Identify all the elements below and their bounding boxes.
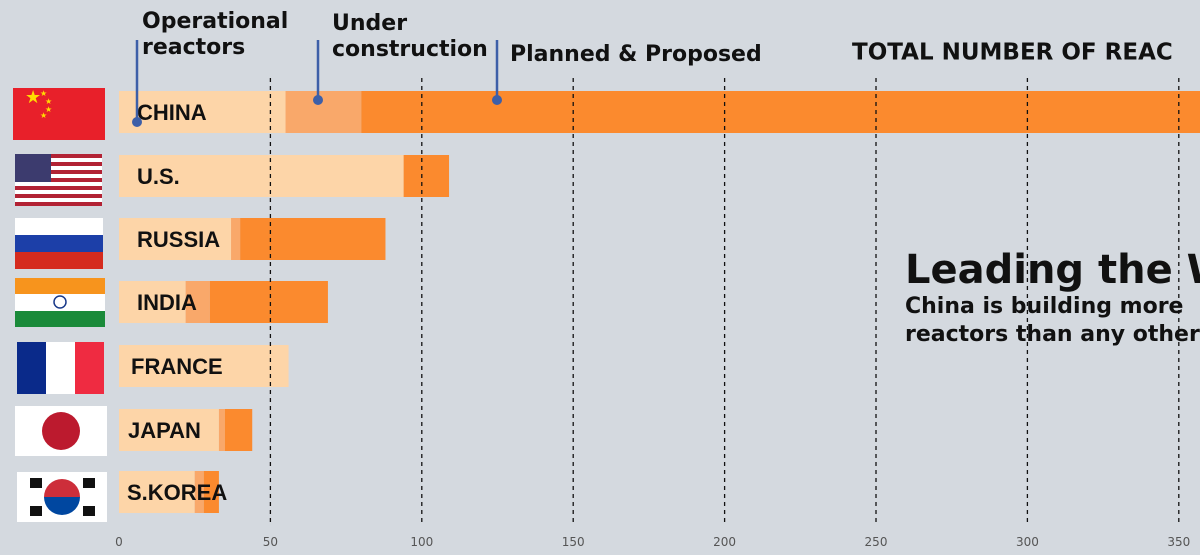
legend-label: Under construction	[332, 11, 488, 62]
x-tick-label: 0	[115, 535, 123, 549]
bar-segment	[224, 409, 253, 451]
bar-segment	[403, 155, 450, 197]
legend-dot	[132, 117, 142, 127]
category-label: RUSSIA	[137, 227, 220, 252]
grid	[269, 78, 1180, 525]
legend-label: Planned & Proposed	[510, 42, 762, 67]
svg-text:★: ★	[25, 87, 41, 108]
bar-segment	[185, 281, 210, 323]
bar-segment	[119, 471, 195, 513]
flag-india	[15, 278, 105, 327]
bar-segment	[218, 409, 225, 451]
category-label: JAPAN	[128, 418, 201, 443]
x-tick-label: 300	[1016, 535, 1039, 549]
x-tick-label: 150	[562, 535, 585, 549]
category-label: S.KOREA	[127, 480, 227, 505]
x-tick-label: 200	[713, 535, 736, 549]
bar-segment	[203, 471, 219, 513]
category-label: INDIA	[137, 290, 197, 315]
bar-segment	[240, 218, 386, 260]
legend-dot	[313, 95, 323, 105]
bar-segment	[119, 409, 219, 451]
bars	[119, 91, 1200, 513]
bar-segment	[119, 91, 286, 133]
bar-segment	[361, 91, 1200, 133]
category-label: CHINA	[137, 100, 207, 125]
legend-dot	[492, 95, 502, 105]
x-tick-label: 350	[1167, 535, 1190, 549]
flag-russia	[15, 218, 103, 269]
x-tick-label: 50	[263, 535, 278, 549]
x-tick-label: 100	[410, 535, 433, 549]
annotation-line: China is building more	[905, 294, 1183, 319]
flag-japan	[15, 406, 107, 456]
bar-segment	[119, 218, 232, 260]
category-label: FRANCE	[131, 354, 223, 379]
svg-text:★: ★	[45, 105, 52, 114]
flag-us	[15, 154, 102, 206]
bar-segment	[231, 218, 241, 260]
annotation-title: Leading the W	[905, 247, 1200, 293]
svg-text:★: ★	[40, 111, 47, 120]
flag-korea	[17, 472, 107, 522]
bar-segment	[119, 155, 404, 197]
bar-segment	[119, 281, 186, 323]
flag-china: ★★★★★	[13, 87, 105, 140]
bar-segment	[285, 91, 362, 133]
x-tick-label: 250	[865, 535, 888, 549]
svg-text:★: ★	[40, 89, 47, 98]
flags: ★★★★★	[13, 87, 107, 522]
annotation-line: reactors than any other	[905, 322, 1200, 347]
bar-segment	[119, 345, 289, 387]
bar-segment	[209, 281, 328, 323]
flag-france	[17, 342, 104, 394]
chart-title: TOTAL NUMBER OF REAC	[852, 40, 1173, 66]
svg-text:★: ★	[45, 97, 52, 106]
bar-segment	[194, 471, 204, 513]
category-label: U.S.	[137, 164, 180, 189]
legend-label: Operational reactors	[142, 9, 289, 60]
